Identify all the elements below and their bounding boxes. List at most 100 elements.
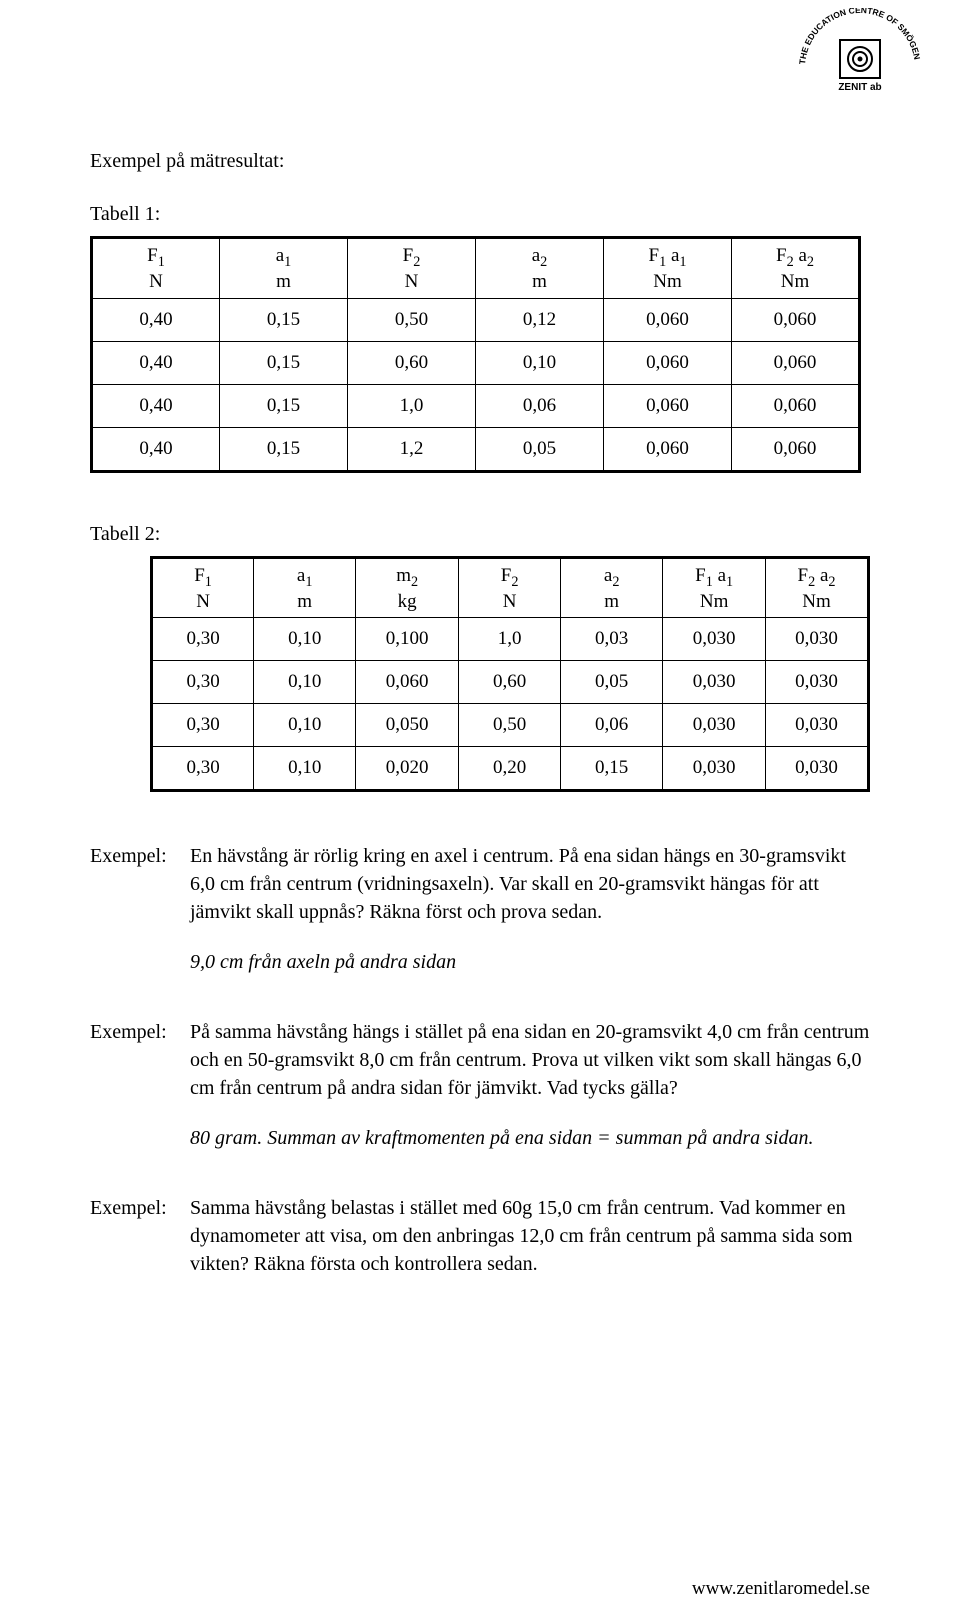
table-cell: 0,030 <box>663 747 766 791</box>
table-row: 0,400,150,600,100,0600,060 <box>92 341 860 384</box>
table-header-cell: F2N <box>348 238 476 299</box>
table-cell: 0,30 <box>152 747 254 791</box>
example-block: Exempel:En hävstång är rörlig kring en a… <box>90 842 870 976</box>
table-cell: 0,30 <box>152 661 254 704</box>
table-cell: 0,030 <box>766 661 869 704</box>
table2-label: Tabell 2: <box>90 523 870 546</box>
table-row: 0,300,100,0200,200,150,0300,030 <box>152 747 869 791</box>
table-cell: 0,06 <box>561 704 663 747</box>
section-title: Exempel på mätresultat: <box>90 150 870 173</box>
logo-svg: THE EDUCATION CENTRE OF SMÖGEN ZENIT ab <box>795 8 925 98</box>
table-cell: 0,020 <box>356 747 459 791</box>
table-row: 0,300,100,1001,00,030,0300,030 <box>152 618 869 661</box>
logo: THE EDUCATION CENTRE OF SMÖGEN ZENIT ab <box>790 8 930 103</box>
examples-section: Exempel:En hävstång är rörlig kring en a… <box>90 842 870 1278</box>
table-cell: 0,30 <box>152 618 254 661</box>
table-cell: 0,15 <box>220 341 348 384</box>
table-cell: 0,060 <box>732 341 860 384</box>
table-cell: 0,15 <box>220 298 348 341</box>
table1-label: Tabell 1: <box>90 203 870 226</box>
table-cell: 1,0 <box>348 384 476 427</box>
table2-header-row: F1Na1mm2kgF2Na2mF1 a1NmF2 a2Nm <box>152 557 869 618</box>
table-header-cell: a2m <box>476 238 604 299</box>
table-cell: 0,060 <box>356 661 459 704</box>
table-row: 0,400,151,00,060,0600,060 <box>92 384 860 427</box>
table-cell: 0,15 <box>561 747 663 791</box>
table-row: 0,400,151,20,050,0600,060 <box>92 427 860 471</box>
table-cell: 0,60 <box>348 341 476 384</box>
table-cell: 0,060 <box>604 298 732 341</box>
svg-text:THE EDUCATION CENTRE OF SMÖGEN: THE EDUCATION CENTRE OF SMÖGEN <box>797 8 922 65</box>
table-row: 0,300,100,0500,500,060,0300,030 <box>152 704 869 747</box>
table-cell: 0,40 <box>92 341 220 384</box>
table-cell: 0,030 <box>663 661 766 704</box>
table-cell: 0,100 <box>356 618 459 661</box>
table-header-cell: F2 a2Nm <box>766 557 869 618</box>
table-header-cell: F1N <box>92 238 220 299</box>
table-cell: 0,10 <box>476 341 604 384</box>
logo-brand: ZENIT ab <box>838 82 881 93</box>
table-cell: 0,050 <box>356 704 459 747</box>
table-header-cell: a1m <box>254 557 356 618</box>
table-cell: 0,030 <box>766 747 869 791</box>
table-cell: 0,030 <box>663 704 766 747</box>
table-cell: 0,060 <box>604 384 732 427</box>
table-cell: 0,060 <box>732 384 860 427</box>
example-block: Exempel:På samma hävstång hängs i ställe… <box>90 1018 870 1152</box>
table-header-cell: F2N <box>459 557 561 618</box>
footer-url: www.zenitlaromedel.se <box>692 1578 870 1600</box>
table-header-cell: F2 a2Nm <box>732 238 860 299</box>
page: THE EDUCATION CENTRE OF SMÖGEN ZENIT ab … <box>0 0 960 1620</box>
table-cell: 0,10 <box>254 618 356 661</box>
table-cell: 0,030 <box>766 704 869 747</box>
table-cell: 0,10 <box>254 747 356 791</box>
table-cell: 0,10 <box>254 704 356 747</box>
table-cell: 1,2 <box>348 427 476 471</box>
table-cell: 0,40 <box>92 384 220 427</box>
example-body: En hävstång är rörlig kring en axel i ce… <box>190 842 870 976</box>
example-label: Exempel: <box>90 1018 190 1152</box>
example-text: Samma hävstång belastas i stället med 60… <box>190 1194 870 1278</box>
table-cell: 0,060 <box>732 298 860 341</box>
table-header-cell: F1 a1Nm <box>663 557 766 618</box>
table-cell: 0,05 <box>561 661 663 704</box>
table-row: 0,300,100,0600,600,050,0300,030 <box>152 661 869 704</box>
table-cell: 0,060 <box>604 341 732 384</box>
table-cell: 0,10 <box>254 661 356 704</box>
example-answer: 9,0 cm från axeln på andra sidan <box>190 948 870 976</box>
example-answer: 80 gram. Summan av kraftmomenten på ena … <box>190 1124 870 1152</box>
table-cell: 0,60 <box>459 661 561 704</box>
example-text: På samma hävstång hängs i stället på ena… <box>190 1018 870 1102</box>
table-cell: 0,20 <box>459 747 561 791</box>
table-cell: 0,060 <box>604 427 732 471</box>
table-cell: 0,030 <box>766 618 869 661</box>
table1-header-row: F1Na1mF2Na2mF1 a1NmF2 a2Nm <box>92 238 860 299</box>
table-cell: 0,15 <box>220 384 348 427</box>
table-cell: 0,50 <box>459 704 561 747</box>
example-body: Samma hävstång belastas i stället med 60… <box>190 1194 870 1278</box>
table-cell: 0,15 <box>220 427 348 471</box>
table-row: 0,400,150,500,120,0600,060 <box>92 298 860 341</box>
table-header-cell: a1m <box>220 238 348 299</box>
example-text: En hävstång är rörlig kring en axel i ce… <box>190 842 870 926</box>
table-cell: 0,05 <box>476 427 604 471</box>
table-cell: 0,50 <box>348 298 476 341</box>
example-block: Exempel:Samma hävstång belastas i ställe… <box>90 1194 870 1278</box>
table-cell: 0,40 <box>92 298 220 341</box>
table-header-cell: F1 a1Nm <box>604 238 732 299</box>
example-label: Exempel: <box>90 1194 190 1278</box>
table-cell: 0,12 <box>476 298 604 341</box>
table2: F1Na1mm2kgF2Na2mF1 a1NmF2 a2Nm 0,300,100… <box>150 556 870 793</box>
table-header-cell: m2kg <box>356 557 459 618</box>
table-header-cell: F1N <box>152 557 254 618</box>
table-header-cell: a2m <box>561 557 663 618</box>
table-cell: 0,03 <box>561 618 663 661</box>
table-cell: 0,30 <box>152 704 254 747</box>
table-cell: 1,0 <box>459 618 561 661</box>
table2-wrap: F1Na1mm2kgF2Na2mF1 a1NmF2 a2Nm 0,300,100… <box>150 556 870 793</box>
table1-wrap: F1Na1mF2Na2mF1 a1NmF2 a2Nm 0,400,150,500… <box>90 236 870 473</box>
table-cell: 0,030 <box>663 618 766 661</box>
example-label: Exempel: <box>90 842 190 976</box>
table-cell: 0,060 <box>732 427 860 471</box>
table1: F1Na1mF2Na2mF1 a1NmF2 a2Nm 0,400,150,500… <box>90 236 861 473</box>
